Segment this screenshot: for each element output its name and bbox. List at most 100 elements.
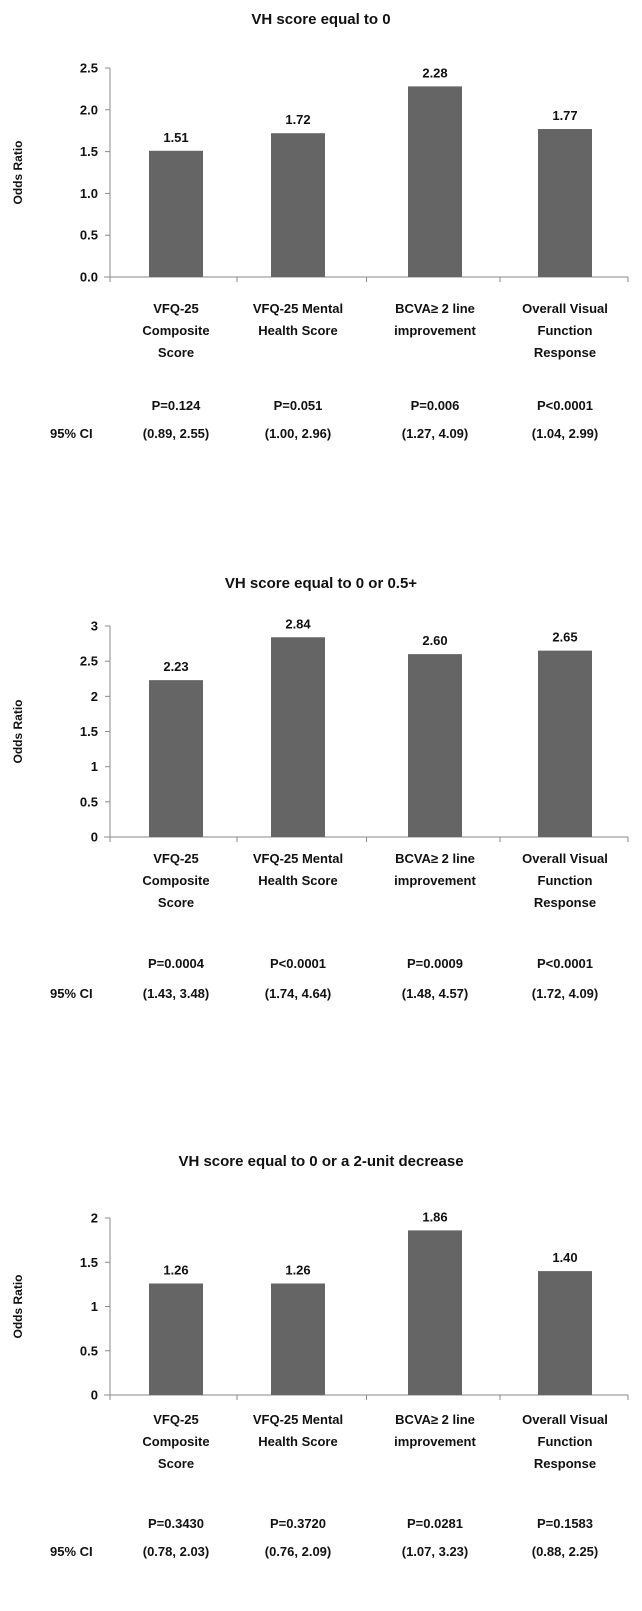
chart2-category-label: Health Score	[258, 873, 337, 888]
chart1-bar	[149, 150, 203, 277]
chart3-bar-value-label: 1.40	[552, 1250, 577, 1265]
chart1-ci-value: (1.04, 2.99)	[532, 426, 599, 441]
chart2-bar-value-label: 2.84	[285, 616, 311, 631]
chart3-y-tick-label: 0	[91, 1388, 98, 1403]
chart1-bar-value-label: 1.51	[163, 130, 188, 145]
chart3-ci-value: (1.07, 3.23)	[402, 1544, 469, 1559]
chart3-bar	[271, 1283, 325, 1395]
chart3-category-label: Health Score	[258, 1434, 337, 1449]
chart1-category-label: Function	[538, 323, 593, 338]
chart2-category-label: VFQ-25 Mental	[253, 851, 343, 866]
chart3-category-label: Overall Visual	[522, 1412, 608, 1427]
chart2-bar-value-label: 2.23	[163, 659, 188, 674]
chart3-bar-value-label: 1.26	[163, 1262, 188, 1277]
chart2-bar	[271, 637, 325, 837]
chart2-ci-row-label: 95% CI	[50, 986, 93, 1001]
chart1-y-tick-label: 0.0	[80, 270, 98, 285]
chart3-bar-value-label: 1.86	[422, 1209, 447, 1224]
chart3-ci-row-label: 95% CI	[50, 1544, 93, 1559]
chart3-y-tick-label: 0.5	[80, 1343, 98, 1358]
chart3-category-label: VFQ-25	[153, 1412, 199, 1427]
chart3-y-tick-label: 2	[91, 1211, 98, 1226]
chart1-ci-value: (1.27, 4.09)	[402, 426, 469, 441]
chart3-category-label: improvement	[394, 1434, 476, 1449]
chart2-title: VH score equal to 0 or 0.5+	[225, 575, 417, 592]
chart3-category-label: Function	[538, 1434, 593, 1449]
chart3-category-label: BCVA≥ 2 line	[395, 1412, 475, 1427]
chart2-y-tick-label: 0.5	[80, 794, 98, 809]
chart3-category-label: VFQ-25 Mental	[253, 1412, 343, 1427]
chart1-bar-value-label: 2.28	[422, 65, 447, 80]
chart1-bar	[538, 129, 592, 277]
chart3-bar	[538, 1271, 592, 1395]
chart1-ci-value: (1.00, 2.96)	[265, 426, 332, 441]
chart2-y-tick-label: 0	[91, 830, 98, 845]
chart3-ci-value: (0.78, 2.03)	[143, 1544, 210, 1559]
chart3-y-axis-label: Odds Ratio	[11, 1274, 25, 1338]
chart1-y-tick-label: 0.5	[80, 228, 98, 243]
chart2-ci-value: (1.43, 3.48)	[143, 986, 210, 1001]
chart2-y-tick-label: 2	[91, 689, 98, 704]
chart2-bar	[149, 680, 203, 837]
chart1-bar	[271, 133, 325, 277]
chart3-ci-value: (0.88, 2.25)	[532, 1544, 599, 1559]
chart2-y-axis-label: Odds Ratio	[11, 699, 25, 763]
chart2-p-value: P=0.0009	[407, 956, 463, 971]
chart2-bar	[538, 650, 592, 837]
chart3-p-value: P=0.3430	[148, 1516, 204, 1531]
chart2-category-label: Function	[538, 873, 593, 888]
chart2-y-tick-label: 3	[91, 619, 98, 634]
chart2-bar-value-label: 2.65	[552, 630, 577, 645]
chart2-bar-value-label: 2.60	[422, 633, 447, 648]
chart2-bar	[408, 654, 462, 837]
chart2-y-tick-label: 1	[91, 759, 98, 774]
chart1-title: VH score equal to 0	[251, 11, 390, 28]
chart1-y-axis-label: Odds Ratio	[11, 140, 25, 204]
chart1-bar-value-label: 1.72	[285, 112, 310, 127]
chart3-y-tick-label: 1	[91, 1299, 98, 1314]
chart2-y-tick-label: 2.5	[80, 654, 98, 669]
chart2-category-label: BCVA≥ 2 line	[395, 851, 475, 866]
chart1-category-label: Health Score	[258, 323, 337, 338]
chart1-p-value: P<0.0001	[537, 398, 593, 413]
chart3-category-label: Response	[534, 1456, 596, 1471]
chart3-p-value: P=0.1583	[537, 1516, 593, 1531]
chart1-category-label: BCVA≥ 2 line	[395, 301, 475, 316]
chart3-p-value: P=0.3720	[270, 1516, 326, 1531]
chart1-y-tick-label: 2.5	[80, 61, 98, 76]
chart2-p-value: P=0.0004	[148, 956, 205, 971]
chart2-category-label: Overall Visual	[522, 851, 608, 866]
chart1-category-label: Composite	[142, 323, 209, 338]
chart1-ci-row-label: 95% CI	[50, 426, 93, 441]
chart1-category-label: Overall Visual	[522, 301, 608, 316]
chart1-p-value: P=0.124	[152, 398, 202, 413]
chart1-y-tick-label: 1.5	[80, 144, 98, 159]
chart1-y-tick-label: 2.0	[80, 102, 98, 117]
chart2-ci-value: (1.74, 4.64)	[265, 986, 332, 1001]
chart2-p-value: P<0.0001	[270, 956, 326, 971]
chart2-y-tick-label: 1.5	[80, 724, 98, 739]
chart3-category-label: Score	[158, 1456, 194, 1471]
chart3-title: VH score equal to 0 or a 2-unit decrease	[178, 1153, 463, 1170]
chart2-ci-value: (1.72, 4.09)	[532, 986, 599, 1001]
chart1-category-label: Score	[158, 345, 194, 360]
chart3-p-value: P=0.0281	[407, 1516, 463, 1531]
chart1-category-label: VFQ-25	[153, 301, 199, 316]
chart3-bar-value-label: 1.26	[285, 1262, 310, 1277]
chart1-p-value: P=0.051	[274, 398, 323, 413]
chart1-category-label: improvement	[394, 323, 476, 338]
chart1-bar-value-label: 1.77	[552, 108, 577, 123]
chart1-ci-value: (0.89, 2.55)	[143, 426, 210, 441]
chart1-y-tick-label: 1.0	[80, 186, 98, 201]
chart2-category-label: Composite	[142, 873, 209, 888]
chart1-category-label: VFQ-25 Mental	[253, 301, 343, 316]
chart1-bar	[408, 86, 462, 277]
chart2-category-label: VFQ-25	[153, 851, 199, 866]
chart1-p-value: P=0.006	[411, 398, 460, 413]
chart3-bar	[149, 1283, 203, 1395]
chart3-y-tick-label: 1.5	[80, 1255, 98, 1270]
chart2-p-value: P<0.0001	[537, 956, 593, 971]
chart3-bar	[408, 1230, 462, 1395]
chart3-category-label: Composite	[142, 1434, 209, 1449]
